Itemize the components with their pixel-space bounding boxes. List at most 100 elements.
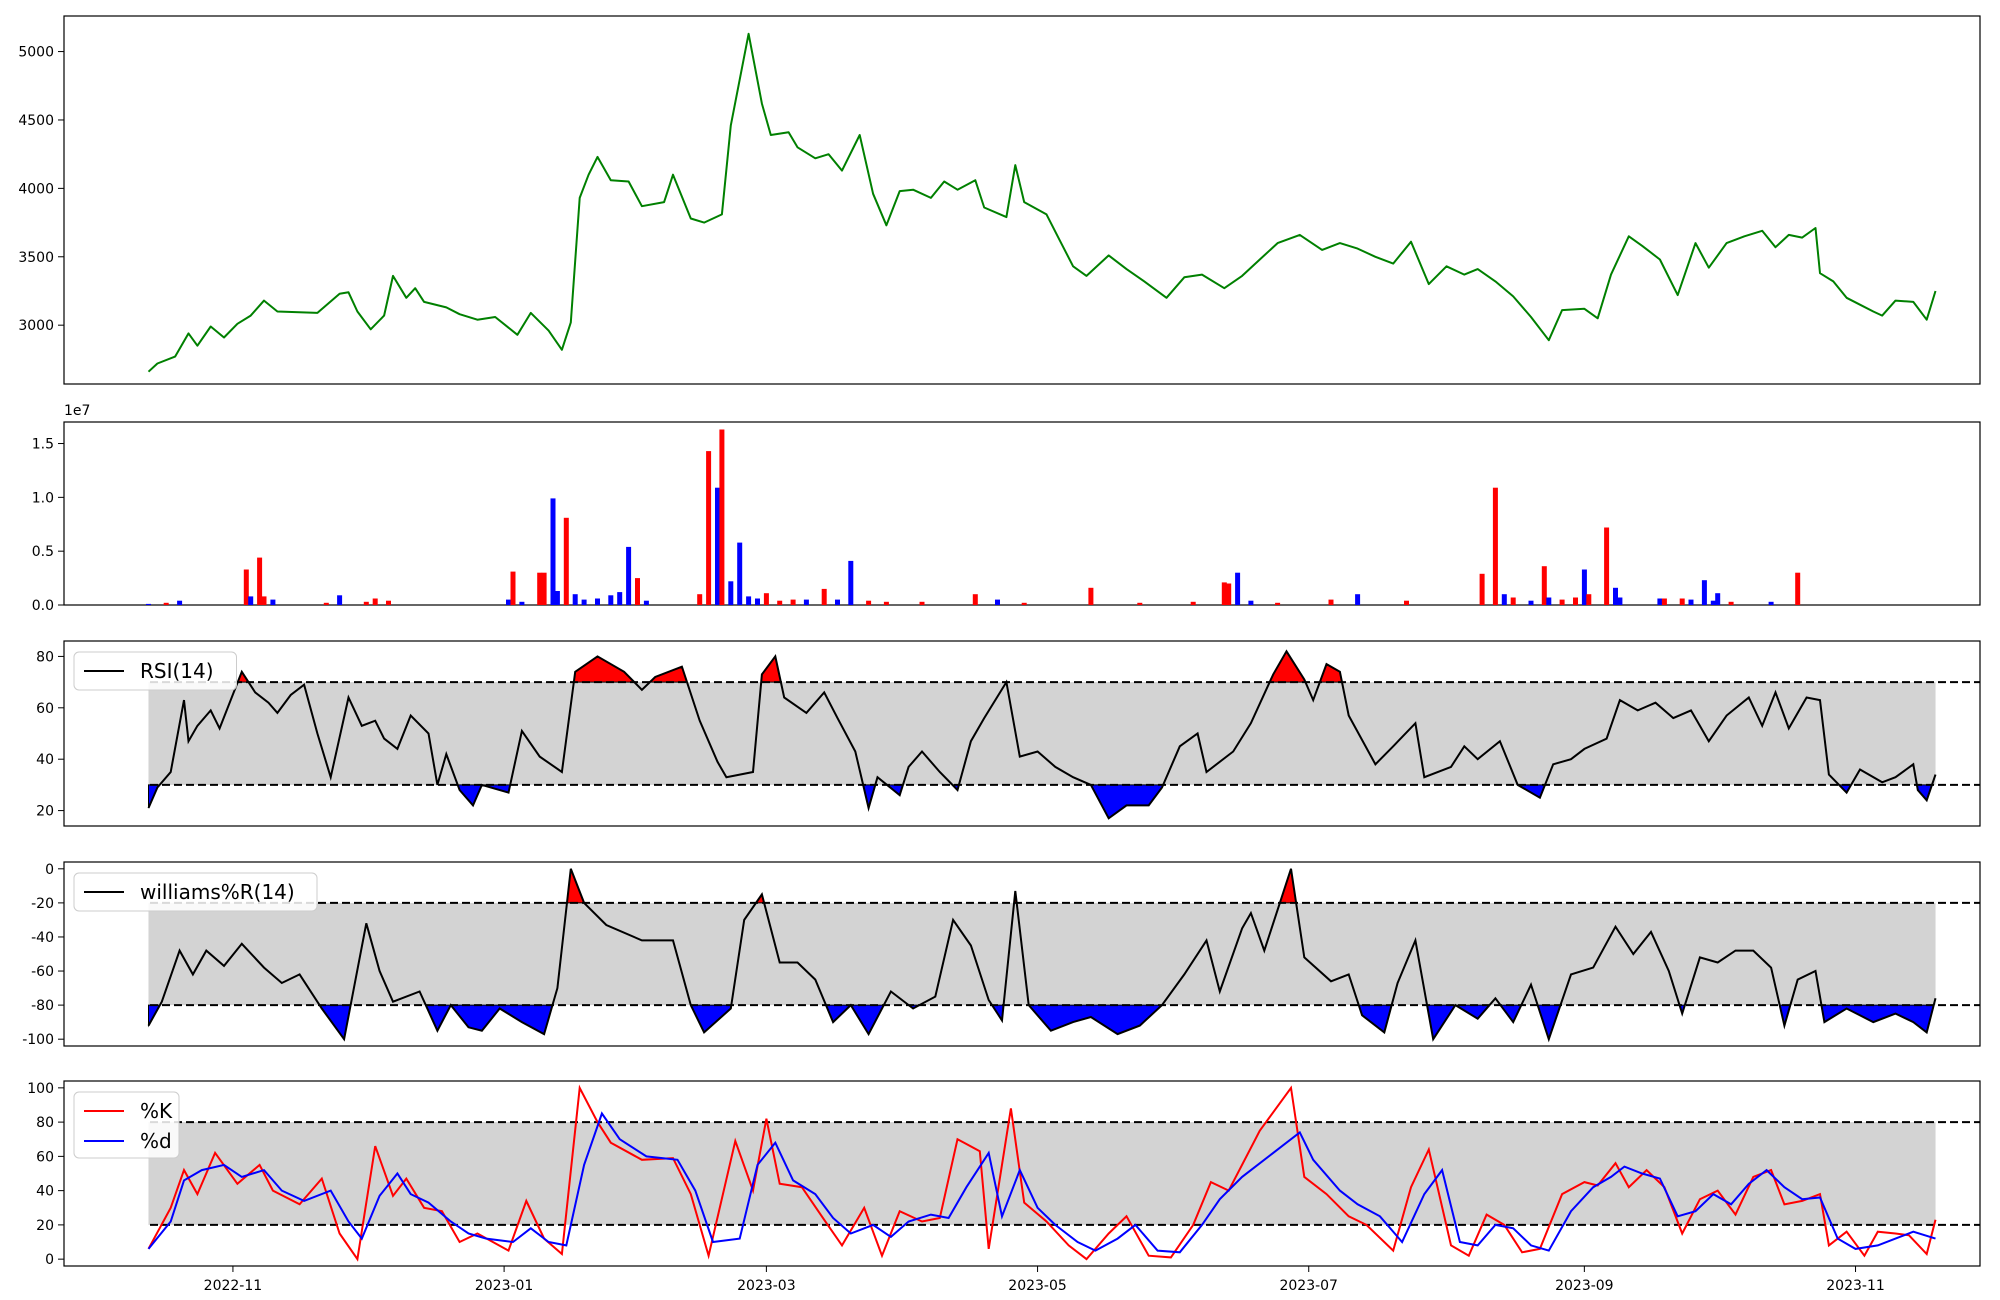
y-tick-label: 100 [27,1081,54,1097]
volume-bar [1795,572,1801,605]
volume-bar [763,593,769,605]
volume-bar [1546,597,1552,605]
volume-bar [1688,599,1694,605]
y-tick-label: -80 [31,998,54,1014]
volume-bar [337,595,343,605]
volume-bar [1728,601,1734,605]
volume-bar [719,429,725,605]
volume-bar [1661,598,1667,605]
volume-bar [1137,602,1143,605]
y-tick-label: 40 [36,1184,54,1200]
y-tick-label: 60 [36,701,54,717]
volume-bar [755,598,760,605]
williams-line [147,868,1937,1043]
volume-bar [541,572,547,605]
volume-bar [595,598,600,605]
y-tick-label: 80 [36,1115,54,1131]
axes-frame [63,861,1981,1047]
rsi-panel: 20 40 60 80 RSI(14) [36,640,1981,827]
volume-bar [510,571,516,605]
volume-bar [248,596,254,605]
volume-bar [386,600,391,605]
volume-bar [635,578,640,605]
x-tick-label: 2023-01 [475,1278,534,1294]
rsi-line [147,649,1937,820]
volume-bar [177,600,183,605]
volume-bar [1710,600,1716,605]
volume-bar [1679,598,1685,605]
volume-bar [995,599,1000,605]
volume-bar [919,601,925,605]
volume-bar [243,569,249,605]
y-tick-label: 3500 [18,250,54,266]
volume-bar [1501,594,1507,605]
volume-bars [146,429,1801,605]
volume-bar [1559,599,1565,605]
y-tick-label: 4000 [18,181,54,197]
volume-bar [1701,580,1707,605]
volume-bar [1541,566,1547,605]
volume-bar [848,560,854,605]
williams-panel: 0 -20 -40 -60 -80 -100 williams%R(14) [22,861,1981,1048]
stochastic-panel: 0 20 40 60 80 100 %K %d [27,1080,1981,1268]
volume-bar [1715,593,1721,605]
volume-bar [270,599,276,605]
volume-bar [821,588,827,605]
williams-oversold-fill [1358,1004,1393,1034]
volume-bar [746,596,752,605]
volume-bar [1275,602,1281,605]
threshold-band [148,682,1936,785]
volume-bar [883,601,889,605]
volume-bar [146,603,151,605]
volume-bar [257,557,263,605]
volume-bar [866,600,872,605]
x-tick-label: 2023-07 [1279,1278,1338,1294]
williams-oversold-fill [1820,1004,1935,1034]
y-tick-label: 0 [45,1252,54,1268]
x-tick-label: 2023-03 [737,1278,796,1294]
x-tick-label: 2023-09 [1555,1278,1614,1294]
volume-scale-label: 1e7 [64,403,90,419]
volume-bar [1528,600,1534,605]
legend-box [73,651,237,691]
volume-bar [372,598,378,605]
legend-label: RSI(14) [140,659,214,683]
y-tick-label: -100 [22,1032,54,1048]
volume-bar [1613,587,1618,605]
volume-bar [323,602,329,605]
y-tick-label: 0 [45,862,54,878]
legend: williams%R(14) [73,872,318,912]
volume-bar [1088,587,1094,605]
y-tick-label: 0.0 [32,598,54,614]
volume-bar [777,600,783,605]
volume-bar [835,599,840,605]
axes-frame [63,640,1981,827]
volume-bar [506,599,511,605]
y-tick-label: 5000 [18,45,54,61]
volume-bar [1235,572,1241,605]
legend: %K %d [73,1091,180,1159]
threshold-band [148,902,1936,1006]
volume-bar [581,599,587,605]
volume-bar [1248,600,1254,605]
volume-bar [519,601,525,605]
williams-oversold-fill [1537,1004,1562,1041]
volume-bar [972,594,978,605]
volume-bar [1492,487,1498,605]
y-tick-label: 20 [36,1218,54,1234]
volume-bar [1768,601,1774,605]
volume-bar [563,517,569,605]
volume-bar [163,602,169,605]
x-axis: 2022-11 2023-01 2023-03 2023-05 2023-07 2023-… [204,1266,1885,1294]
volume-bar [537,572,543,605]
y-tick-label: 1.0 [32,490,54,506]
volume-bar [572,594,578,605]
legend-box [73,872,318,912]
volume-bar [1404,600,1409,605]
volume-bar [261,596,267,605]
volume-panel: 0.0 0.5 1.0 1.5 1e7 [32,403,1981,614]
volume-bar [1328,599,1334,605]
axes-frame [63,15,1981,385]
rsi-overbought-fill [1268,650,1307,683]
